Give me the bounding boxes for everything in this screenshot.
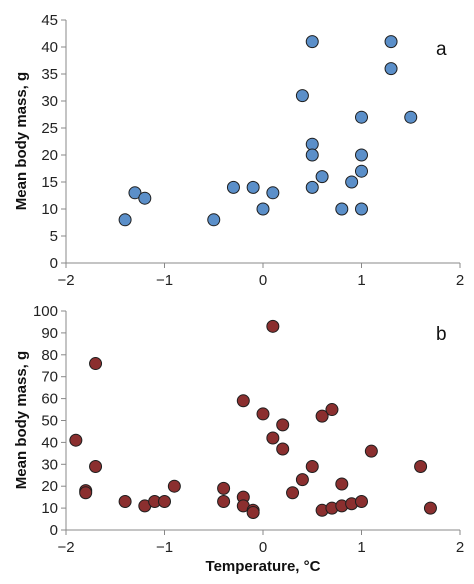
y-tick-label-a: 30: [41, 93, 58, 110]
data-point-a: [315, 170, 329, 184]
data-point-b: [276, 418, 290, 432]
x-tick-label-b: 2: [456, 539, 464, 556]
data-point-b: [335, 477, 349, 491]
x-tick-label-a: 1: [357, 272, 365, 289]
y-tick-label-a: 20: [41, 147, 58, 164]
y-tick-label-b: 30: [41, 456, 58, 473]
y-tick-label-b: 20: [41, 478, 58, 495]
data-point-b: [217, 481, 231, 495]
data-point-b: [276, 442, 290, 456]
y-tick-label-a: 5: [50, 228, 58, 245]
data-point-a: [305, 180, 319, 194]
data-point-a: [355, 164, 368, 178]
data-point-b: [256, 407, 270, 421]
y-tick-label-b: 60: [41, 391, 58, 408]
y-tick-label-a: 0: [50, 255, 58, 272]
data-point-a: [355, 110, 368, 124]
data-point-b: [414, 459, 428, 473]
panel-b: b Mean body mass, g Temperature, °C 0102…: [13, 303, 464, 575]
data-point-b: [295, 473, 309, 487]
data-point-a: [355, 148, 368, 162]
y-tick-label-b: 90: [41, 325, 58, 342]
data-point-a: [246, 180, 260, 194]
data-point-b: [158, 495, 171, 509]
y-tick-label-a: 35: [41, 66, 58, 83]
data-point-a: [335, 202, 349, 216]
data-point-a: [226, 180, 240, 194]
y-tick-label-a: 40: [41, 39, 58, 56]
data-point-b: [79, 486, 93, 500]
data-point-a: [207, 213, 221, 227]
data-point-a: [305, 148, 319, 162]
x-tick-label-b: −1: [156, 539, 173, 556]
y-tick-label-b: 70: [41, 369, 58, 386]
y-tick-label-b: 80: [41, 347, 58, 364]
data-point-b: [305, 459, 319, 473]
data-point-a: [118, 213, 132, 227]
y-tick-label-b: 50: [41, 413, 58, 430]
data-point-b: [315, 409, 329, 423]
data-point-b: [118, 495, 132, 509]
y-tick-label-b: 0: [50, 522, 58, 539]
data-point-a: [404, 110, 418, 124]
data-point-b: [266, 431, 280, 445]
data-point-a: [384, 62, 398, 76]
data-point-a: [256, 202, 270, 216]
data-point-b: [167, 479, 181, 493]
data-point-b: [266, 319, 280, 333]
data-point-b: [236, 394, 250, 408]
y-tick-label-a: 15: [41, 174, 58, 191]
data-point-a: [384, 35, 398, 49]
y-tick-label-a: 25: [41, 120, 58, 137]
data-point-b: [89, 357, 103, 371]
y-axis-title-b: Mean body mass, g: [13, 351, 30, 489]
data-point-b: [286, 486, 300, 500]
y-tick-label-a: 10: [41, 201, 58, 218]
data-point-b: [69, 433, 83, 447]
data-point-a: [266, 186, 280, 200]
data-point-b: [355, 495, 368, 509]
panel-label-a: a: [436, 39, 447, 60]
y-tick-label-a: 45: [41, 12, 58, 29]
x-tick-label-a: −1: [156, 272, 173, 289]
data-point-b: [423, 501, 437, 515]
data-point-b: [325, 403, 339, 417]
data-point-a: [345, 175, 359, 189]
data-point-a: [295, 89, 309, 103]
data-point-a: [138, 191, 152, 205]
x-tick-label-b: −2: [57, 539, 74, 556]
x-tick-label-b: 0: [259, 539, 267, 556]
y-tick-label-b: 100: [33, 303, 58, 320]
data-point-b: [217, 495, 231, 509]
y-tick-label-b: 10: [41, 500, 58, 517]
data-point-a: [305, 137, 319, 151]
data-point-a: [355, 202, 368, 216]
x-axis-title-b: Temperature, °C: [206, 558, 321, 575]
y-axis-title-a: Mean body mass, g: [13, 72, 30, 210]
panel-label-b: b: [436, 324, 447, 345]
x-tick-label-a: −2: [57, 272, 74, 289]
data-point-a: [305, 35, 319, 49]
x-tick-label-a: 0: [259, 272, 267, 289]
data-point-a: [128, 186, 142, 200]
y-tick-label-b: 40: [41, 434, 58, 451]
panel-a: a Mean body mass, g 051015202530354045−2…: [13, 12, 464, 289]
data-point-b: [364, 444, 378, 458]
x-tick-label-a: 2: [456, 272, 464, 289]
x-tick-label-b: 1: [357, 539, 365, 556]
data-point-b: [89, 459, 103, 473]
data-point-b: [246, 505, 260, 519]
